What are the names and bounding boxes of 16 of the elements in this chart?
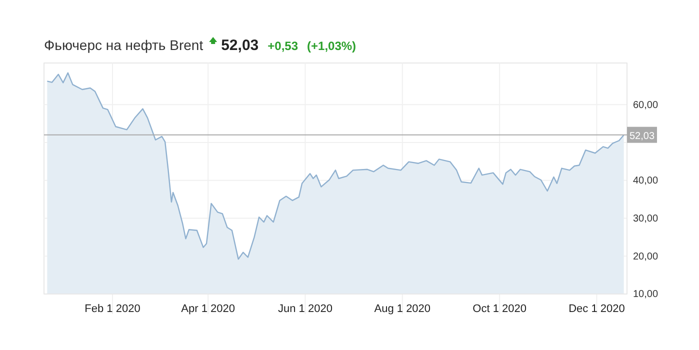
y-tick-label: 60,00 bbox=[633, 100, 658, 111]
y-tick-label: 10,00 bbox=[633, 289, 658, 300]
x-tick-label: Oct 1 2020 bbox=[472, 302, 526, 315]
x-tick-label: Jun 1 2020 bbox=[278, 302, 332, 315]
x-tick-label: Feb 1 2020 bbox=[84, 302, 140, 315]
x-tick-label: Aug 1 2020 bbox=[374, 302, 431, 315]
text: 52,03 bbox=[221, 37, 259, 54]
text: +0,53 bbox=[268, 39, 298, 53]
text: (+1,03%) bbox=[307, 39, 356, 53]
x-tick-label: Apr 1 2020 bbox=[181, 302, 235, 315]
chart-title: Фьючерс на нефть Brent bbox=[44, 37, 204, 53]
y-tick-label: 40,00 bbox=[633, 176, 658, 187]
ref-line-label: 52,03 bbox=[629, 130, 655, 142]
y-tick-label: 20,00 bbox=[633, 251, 658, 262]
y-tick-label: 30,00 bbox=[633, 213, 658, 224]
x-tick-label: Dec 1 2020 bbox=[568, 302, 625, 315]
